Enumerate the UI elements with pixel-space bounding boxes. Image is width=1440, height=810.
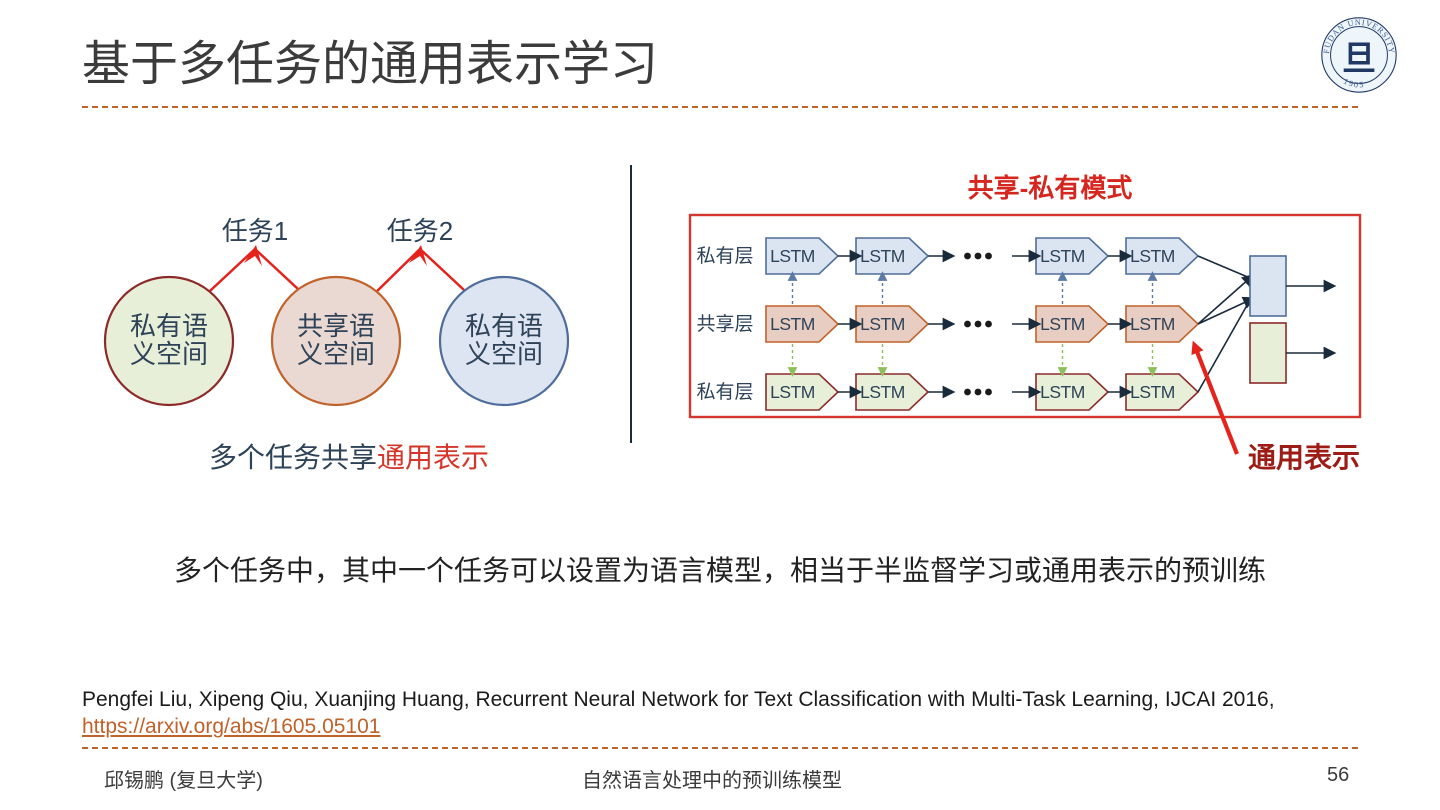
svg-text:义空间: 义空间 bbox=[297, 339, 375, 369]
svg-text:私有语: 私有语 bbox=[130, 311, 208, 341]
svg-text:LSTM: LSTM bbox=[1130, 314, 1175, 334]
svg-text:LSTM: LSTM bbox=[1040, 382, 1085, 402]
svg-text:LSTM: LSTM bbox=[1130, 382, 1175, 402]
svg-text:义空间: 义空间 bbox=[465, 339, 543, 369]
svg-text:LSTM: LSTM bbox=[1130, 246, 1175, 266]
svg-text:私有层: 私有层 bbox=[696, 245, 753, 267]
svg-text:共享-私有模式: 共享-私有模式 bbox=[968, 173, 1133, 203]
svg-text:LSTM: LSTM bbox=[860, 382, 905, 402]
svg-text:共享语: 共享语 bbox=[297, 311, 375, 341]
svg-text:通用表示: 通用表示 bbox=[1248, 442, 1360, 473]
svg-text:LSTM: LSTM bbox=[1040, 314, 1085, 334]
svg-text:LSTM: LSTM bbox=[770, 382, 815, 402]
svg-text:LSTM: LSTM bbox=[860, 246, 905, 266]
svg-text:私有语: 私有语 bbox=[465, 311, 543, 341]
svg-text:LSTM: LSTM bbox=[860, 314, 905, 334]
svg-text:任务1: 任务1 bbox=[222, 216, 288, 246]
svg-text:LSTM: LSTM bbox=[770, 246, 815, 266]
svg-text:义空间: 义空间 bbox=[130, 339, 208, 369]
svg-text:LSTM: LSTM bbox=[770, 314, 815, 334]
svg-text:私有层: 私有层 bbox=[696, 381, 753, 403]
svg-text:任务2: 任务2 bbox=[387, 216, 453, 246]
svg-text:LSTM: LSTM bbox=[1040, 246, 1085, 266]
svg-text:共享层: 共享层 bbox=[696, 313, 753, 335]
